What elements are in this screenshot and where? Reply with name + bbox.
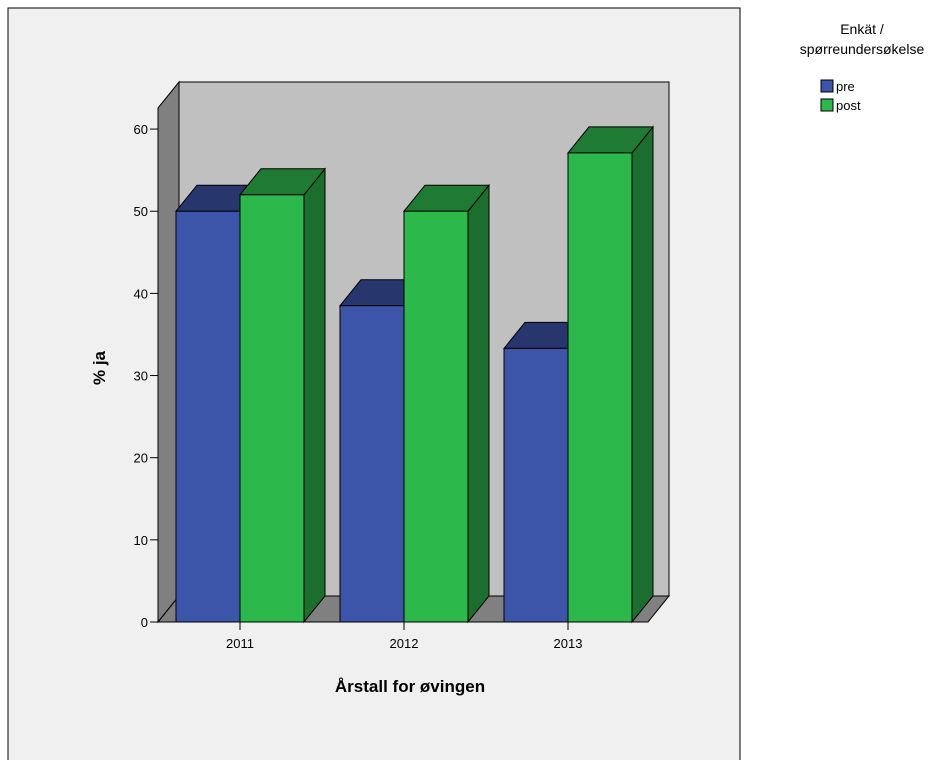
x-axis-title: Årstall for øvingen bbox=[335, 677, 485, 696]
legend-label-pre: pre bbox=[836, 79, 855, 94]
bars-layer bbox=[174, 125, 655, 624]
legend: Enkät / spørreundersøkelse pre post bbox=[800, 21, 925, 113]
bar-post-2011 bbox=[238, 167, 327, 624]
bar-post-2012 bbox=[402, 183, 491, 624]
x-tick-label: 2013 bbox=[554, 636, 583, 651]
bar-side bbox=[467, 183, 490, 624]
legend-title-line1: Enkät / bbox=[840, 21, 884, 37]
bar-front bbox=[503, 347, 569, 623]
x-tick-label: 2012 bbox=[390, 636, 419, 651]
bar-post-2013 bbox=[566, 125, 655, 624]
x-tick-label: 2011 bbox=[226, 636, 254, 651]
y-tick-label: 30 bbox=[134, 369, 148, 384]
y-tick-label: 40 bbox=[134, 286, 148, 301]
bar-side bbox=[631, 125, 654, 624]
y-tick-label: 0 bbox=[141, 615, 148, 630]
bar-front bbox=[239, 194, 305, 623]
bar-front bbox=[339, 305, 405, 623]
legend-label-post: post bbox=[836, 98, 861, 113]
y-axis-title: % ja bbox=[90, 350, 109, 385]
bar-side bbox=[303, 167, 326, 624]
bar-front bbox=[175, 210, 241, 623]
y-tick-label: 20 bbox=[134, 451, 148, 466]
y-tick-label: 50 bbox=[134, 204, 148, 219]
x-axis-layer: 2011 2012 2013 bbox=[158, 621, 648, 651]
legend-swatch-pre bbox=[820, 79, 834, 93]
y-axis-layer: 0 10 20 30 40 50 60 bbox=[134, 108, 159, 630]
bar-front bbox=[567, 152, 633, 623]
bar-front bbox=[403, 210, 469, 623]
y-tick-label: 60 bbox=[134, 122, 148, 137]
legend-title-line2: spørreundersøkelse bbox=[800, 41, 925, 57]
y-tick-label: 10 bbox=[134, 533, 148, 548]
legend-swatch-post bbox=[820, 98, 834, 112]
